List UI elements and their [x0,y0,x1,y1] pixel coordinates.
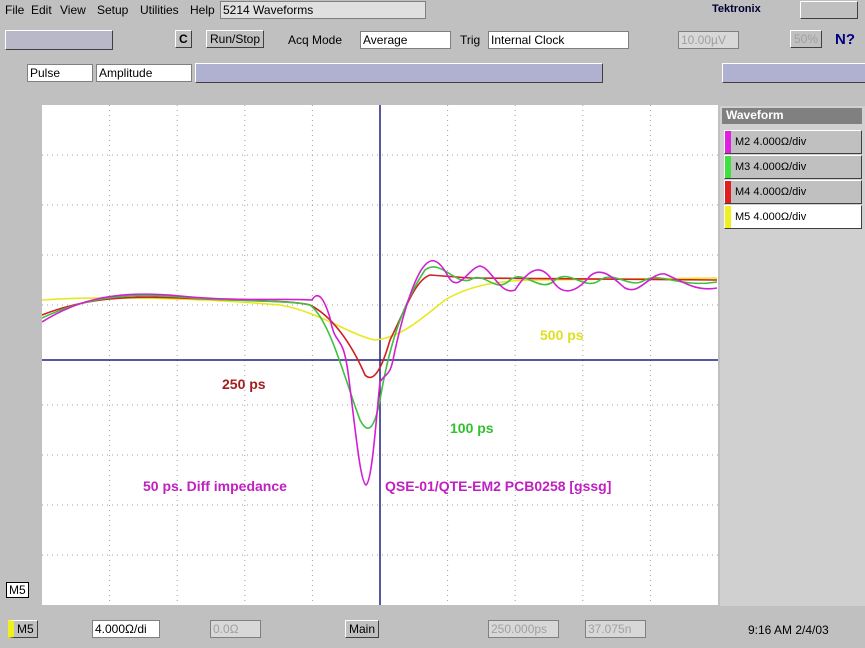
trace-m3 [42,266,718,429]
annotation-100ps: 100 ps [450,420,494,436]
status-timebase[interactable]: Main [345,620,380,638]
menu-item[interactable]: Setup [97,3,129,17]
menu-item[interactable]: Edit [31,3,52,17]
run-stop[interactable]: Run/Stop [206,30,265,48]
trig-level: 10.00µV [678,31,739,49]
measure-toolbar: Pulse Amplitude [0,60,865,88]
toolbar: C Run/Stop Acq Mode Average Trig Interna… [0,24,865,56]
percent-button: 50% [790,30,823,48]
trace-m5 [42,277,718,341]
waveform-entry[interactable]: M5 4.000Ω/div [724,205,862,229]
waveform-entry[interactable]: M3 4.000Ω/div [724,155,862,179]
graticule [42,105,718,605]
status-clock: 9:16 AM 2/4/03 [748,623,829,637]
menu-bar: File Edit View Setup Utilities Help 5214… [0,0,865,20]
waveform-entry[interactable]: M2 4.000Ω/div [724,130,862,154]
c-button[interactable]: C [175,30,192,48]
menu-item[interactable]: View [60,3,86,17]
grid [42,105,718,605]
menu-item[interactable]: File [5,3,25,17]
status-scale[interactable]: 4.000Ω/di [92,620,160,638]
trig-source[interactable]: Internal Clock [488,31,629,49]
status-bar: M5 4.000Ω/di 0.0Ω Main 250.000ps 37.075n… [0,612,865,648]
center-lines [42,105,718,605]
trig-label: Trig [460,33,481,47]
menu-item[interactable]: Help [190,3,215,17]
waveform-label: M2 4.000Ω/div [735,136,807,148]
panel-title: Waveform [722,108,862,124]
measure-type[interactable]: Pulse [27,64,93,82]
annotation-board: QSE-01/QTE-EM2 PCB0258 [gssg] [385,478,612,494]
annotation-250ps: 250 ps [222,376,266,392]
acq-mode[interactable]: Average [360,31,451,49]
measure-parameter[interactable]: Amplitude [96,64,192,82]
trace-m4 [42,274,718,379]
tool-icons[interactable] [5,30,113,50]
status-offset: 0.0Ω [210,620,261,638]
menu-item[interactable]: Utilities [140,3,179,17]
waveform-entry[interactable]: M4 4.000Ω/div [724,180,862,204]
traces [42,260,718,486]
annotation-500ps: 500 ps [540,327,584,343]
help-button[interactable]: N? [835,31,855,48]
status-channel[interactable]: M5 [8,620,38,638]
trace-m2 [42,260,718,486]
waveform-label: M3 4.000Ω/div [735,161,807,173]
measure-icons[interactable] [195,63,603,83]
status-position: 37.075n [585,620,646,638]
status-horizontal-scale: 250.000ps [488,620,559,638]
acq-mode-label: Acq Mode [288,33,343,47]
view-icons[interactable] [722,63,865,83]
waveform-label: M5 4.000Ω/div [735,211,807,223]
annotation-diff-impedance: 50 ps. Diff impedance [143,478,287,494]
waveform-label: M4 4.000Ω/div [735,186,807,198]
reference-marker[interactable]: M5 [6,582,29,598]
window-controls[interactable] [800,1,858,19]
window-title: 5214 Waveforms [220,1,426,19]
brand: Tektronix [712,3,761,15]
